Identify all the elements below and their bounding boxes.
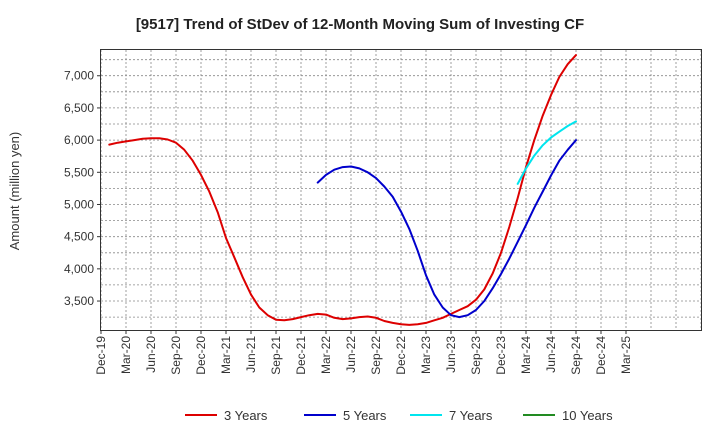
x-tick-label: Mar-23 [419, 336, 433, 374]
x-tick-label: Dec-20 [194, 336, 208, 375]
series-line-5-years [316, 139, 577, 319]
x-tick-label: Mar-21 [219, 336, 233, 374]
x-tick-label: Dec-23 [494, 336, 508, 375]
x-tick-label: Jun-22 [344, 336, 358, 373]
y-tick-labels: 3,500 4,000 4,500 5,000 5,500 6,000 6,500 7,000 [64, 69, 101, 308]
legend-label: 10 Years [562, 408, 613, 423]
y-axis-label: Amount (million yen) [7, 132, 22, 251]
x-tick-label: Jun-23 [444, 336, 458, 373]
x-tick-labels: Dec-19 Mar-20 Jun-20 Sep-20 Dec-20 Mar-21 Jun-… [94, 330, 633, 375]
legend-label: 5 Years [343, 408, 387, 423]
y-tick-label: 5,000 [64, 197, 94, 211]
legend-label: 3 Years [224, 408, 268, 423]
y-tick-label: 6,000 [64, 133, 94, 147]
x-tick-label: Dec-21 [294, 336, 308, 375]
x-tick-label: Sep-20 [169, 336, 183, 375]
y-tick-label: 4,000 [64, 262, 94, 276]
x-tick-label: Mar-22 [319, 336, 333, 374]
y-tick-label: 3,500 [64, 294, 94, 308]
y-tick-label: 7,000 [64, 69, 94, 83]
y-tick-label: 5,500 [64, 165, 94, 179]
legend: 3 Years 5 Years 7 Years 10 Years [185, 408, 613, 423]
x-tick-label: Sep-24 [569, 336, 583, 375]
x-tick-label: Sep-22 [369, 336, 383, 375]
legend-label: 7 Years [449, 408, 493, 423]
x-tick-label: Jun-24 [544, 336, 558, 373]
x-tick-label: Dec-24 [594, 336, 608, 375]
x-tick-label: Dec-19 [94, 336, 108, 375]
x-tick-label: Jun-20 [144, 336, 158, 373]
series-line-3-years [108, 54, 577, 326]
x-tick-label: Mar-20 [119, 336, 133, 374]
x-tick-label: Dec-22 [394, 336, 408, 375]
series-layer [108, 54, 577, 326]
x-tick-label: Mar-25 [619, 336, 633, 374]
x-tick-label: Mar-24 [519, 336, 533, 374]
series-line-7-years [516, 120, 577, 185]
x-tick-label: Sep-21 [269, 336, 283, 375]
x-tick-label: Sep-23 [469, 336, 483, 375]
x-tick-label: Jun-21 [244, 336, 258, 373]
y-tick-label: 6,500 [64, 101, 94, 115]
y-tick-label: 4,500 [64, 230, 94, 244]
chart-title: [9517] Trend of StDev of 12-Month Moving… [136, 16, 584, 33]
grid-layer [100, 50, 702, 330]
